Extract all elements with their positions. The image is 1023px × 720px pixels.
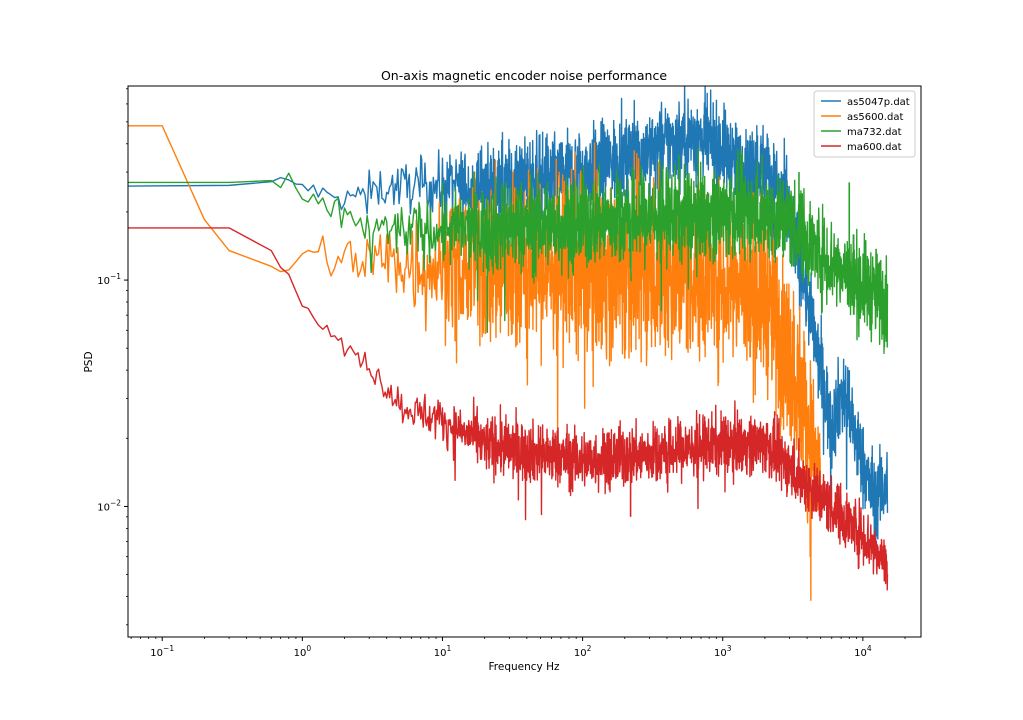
x-tick-label: 100 (294, 644, 312, 659)
x-tick-label: 101 (434, 644, 452, 659)
legend-label-ma732: ma732.dat (847, 127, 902, 138)
x-axis-label: Frequency Hz (489, 661, 560, 673)
legend-label-as5600: as5600.dat (847, 112, 903, 123)
legend-label-as5047p: as5047p.dat (847, 97, 910, 108)
y-axis-label: PSD (83, 351, 95, 372)
legend: as5047p.dat as5600.dat ma732.dat ma600.d… (813, 90, 916, 158)
legend-box (813, 90, 916, 158)
x-tick-label: 103 (714, 644, 732, 659)
legend-label-ma600: ma600.dat (847, 142, 902, 153)
plot-frame (127, 85, 922, 638)
x-tick-label: 10−1 (150, 644, 174, 659)
series-line-ma732 (128, 147, 889, 355)
chart-title: On-axis magnetic encoder noise performan… (381, 68, 667, 83)
series-line-as5047p (128, 86, 889, 548)
series-line-ma600 (128, 227, 889, 591)
y-tick-label: 10−1 (97, 272, 121, 287)
y-tick-label: 10−2 (97, 498, 121, 513)
x-tick-label: 102 (574, 644, 592, 659)
x-tick-label: 104 (854, 644, 872, 659)
